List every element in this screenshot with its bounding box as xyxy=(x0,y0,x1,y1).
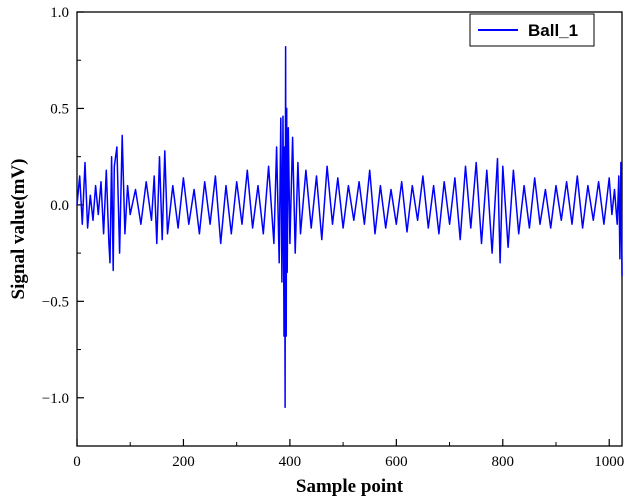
x-tick-label: 600 xyxy=(385,454,408,470)
x-tick-label: 400 xyxy=(279,454,302,470)
x-tick-label: 1000 xyxy=(594,454,624,470)
x-axis-title: Sample point xyxy=(296,476,404,497)
y-tick-label: 0.0 xyxy=(50,198,69,214)
axes-layer: 0 200 400 600 800 1000 1.0 0.5 0.0 −0.5 −1.0 xyxy=(42,5,624,470)
y-tick-label: −1.0 xyxy=(42,391,69,407)
x-tick-label: 800 xyxy=(492,454,515,470)
y-tick-label: 1.0 xyxy=(50,5,69,21)
legend: Ball_1 xyxy=(469,13,595,47)
series-layer xyxy=(76,45,623,409)
series-line-ball_1 xyxy=(76,45,623,409)
legend-label: Ball_1 xyxy=(528,21,578,40)
plot-frame xyxy=(76,11,623,447)
x-tick-label: 0 xyxy=(73,454,81,470)
x-tick-label: 200 xyxy=(172,454,195,470)
y-tick-label: −0.5 xyxy=(42,294,69,310)
y-tick-label: 0.5 xyxy=(50,101,69,117)
y-axis-title: Signal value(mV) xyxy=(8,159,29,300)
